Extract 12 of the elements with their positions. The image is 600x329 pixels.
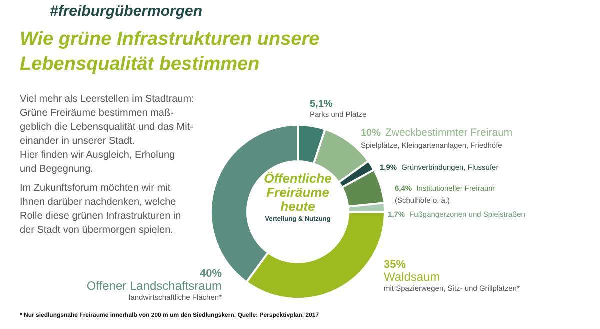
data-label: 35% [384, 259, 408, 271]
chart-subtitle: #freiburgübermorgen [50, 3, 203, 20]
slice-label: Waldsaum [384, 270, 442, 284]
data-label: 10% [361, 128, 382, 139]
slice-label: Zweckbestimmter Freiraum [385, 127, 513, 139]
text: Im Zukunftsforum möchten wir mit Ihnen darüber nachdenken, welche Rolle diese grünen Infrastrukturen in der Stadt von übermorgen spielen. [20, 182, 182, 238]
text: Viel mehr als Leerstellen im Stadtraum: Grüne Freiräume bestimmen maß- geblich die Lebensqualität und das Mit- einander in unserer Stadt. Hier finden wir Ausgleich, Erholung und Begegnung. [20, 93, 194, 177]
slice-label: Offener Landschaftsraum [86, 279, 222, 293]
data-label: 5,1% [310, 99, 334, 110]
data-label: 40% [198, 268, 222, 280]
chart-title: Wie grüne Infrastrukturen unsere Lebensqualität bestimmen [20, 28, 321, 77]
text: Öffentliche Freiräume heute [263, 171, 333, 214]
